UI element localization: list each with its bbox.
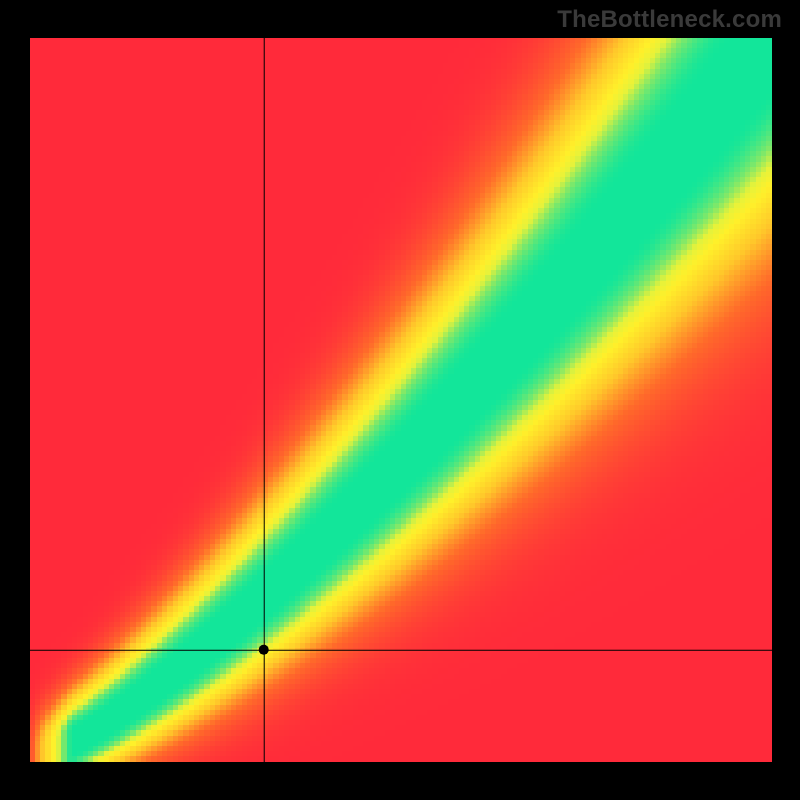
watermark-label: TheBottleneck.com — [557, 6, 782, 34]
heatmap-plot-area — [30, 38, 772, 762]
heatmap-canvas — [30, 38, 772, 762]
root: { "figure": { "type": "heatmap", "descri… — [0, 0, 800, 800]
